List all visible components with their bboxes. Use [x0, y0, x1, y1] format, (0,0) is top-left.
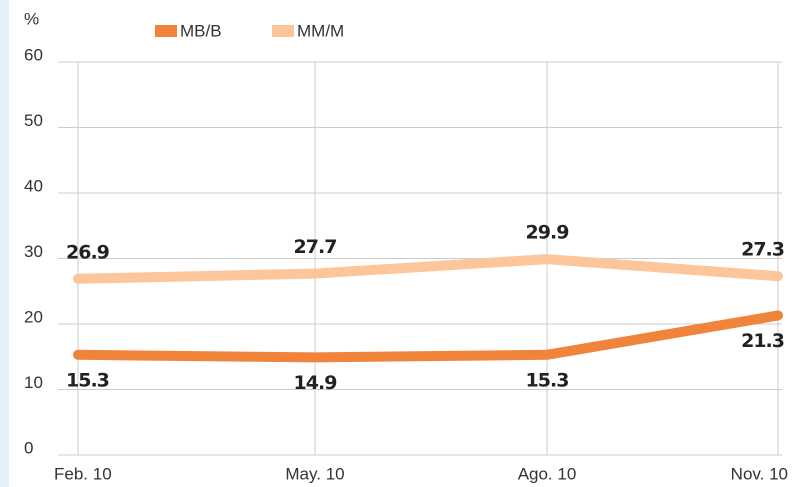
y-tick-label: 10: [24, 373, 43, 392]
y-tick-label: 0: [24, 438, 33, 457]
y-tick-label: 30: [24, 242, 43, 261]
series-line: [73, 254, 783, 284]
x-tick-label: Feb. 10: [54, 464, 112, 483]
data-label: 29.9: [526, 222, 569, 244]
legend-label: MB/B: [180, 21, 222, 40]
data-label: 15.3: [526, 369, 569, 391]
data-label: 15.3: [66, 369, 109, 391]
data-label: 14.9: [294, 372, 337, 394]
data-label: 21.3: [741, 330, 784, 352]
y-axis-label: %: [24, 9, 39, 28]
x-tick-label: May. 10: [285, 464, 344, 483]
legend-swatch: [155, 25, 177, 37]
x-tick-label: Nov. 10: [731, 464, 788, 483]
y-tick-label: 20: [24, 307, 43, 326]
series-line: [73, 310, 783, 363]
data-label: 26.9: [66, 241, 109, 263]
data-label: 27.7: [294, 236, 337, 258]
legend-swatch: [272, 25, 294, 37]
legend-label: MM/M: [297, 21, 344, 40]
y-tick-label: 50: [24, 111, 43, 130]
x-tick-label: Ago. 10: [518, 464, 577, 483]
y-tick-label: 40: [24, 176, 43, 195]
side-strip: [0, 0, 9, 487]
data-label: 27.3: [741, 239, 784, 261]
y-tick-label: 60: [24, 45, 43, 64]
